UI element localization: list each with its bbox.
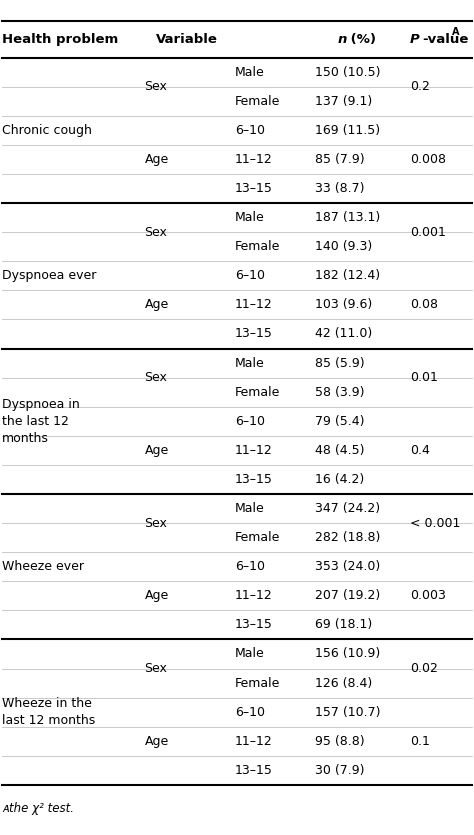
Text: 13–15: 13–15 <box>235 619 273 631</box>
Text: < 0.001: < 0.001 <box>410 517 460 529</box>
Text: -value: -value <box>422 33 468 46</box>
Text: Female: Female <box>235 94 280 108</box>
Text: 69 (18.1): 69 (18.1) <box>315 619 373 631</box>
Text: 95 (8.8): 95 (8.8) <box>315 735 365 748</box>
Text: 140 (9.3): 140 (9.3) <box>315 240 373 253</box>
Text: 11–12: 11–12 <box>235 735 273 748</box>
Text: Sex: Sex <box>145 517 167 529</box>
Text: 169 (11.5): 169 (11.5) <box>315 124 380 137</box>
Text: 0.008: 0.008 <box>410 153 446 166</box>
Text: 187 (13.1): 187 (13.1) <box>315 211 381 224</box>
Text: Male: Male <box>235 502 264 515</box>
Text: Female: Female <box>235 531 280 544</box>
Text: 42 (11.0): 42 (11.0) <box>315 327 373 341</box>
Text: n: n <box>337 33 347 46</box>
Text: Age: Age <box>145 444 169 457</box>
Text: 48 (4.5): 48 (4.5) <box>315 444 365 457</box>
Text: 0.01: 0.01 <box>410 371 438 384</box>
Text: 33 (8.7): 33 (8.7) <box>315 182 365 195</box>
Text: Sex: Sex <box>145 225 167 239</box>
Text: 16 (4.2): 16 (4.2) <box>315 473 365 486</box>
Text: 85 (5.9): 85 (5.9) <box>315 357 365 370</box>
Text: Age: Age <box>145 298 169 311</box>
Text: Sex: Sex <box>145 371 167 384</box>
Text: 85 (7.9): 85 (7.9) <box>315 153 365 166</box>
Text: 13–15: 13–15 <box>235 182 273 195</box>
Text: Dyspnoea ever: Dyspnoea ever <box>2 270 97 282</box>
Text: 0.08: 0.08 <box>410 298 438 311</box>
Text: 103 (9.6): 103 (9.6) <box>315 298 373 311</box>
Text: Dyspnoea in
the last 12
months: Dyspnoea in the last 12 months <box>2 397 80 445</box>
Text: 13–15: 13–15 <box>235 473 273 486</box>
Text: 79 (5.4): 79 (5.4) <box>315 415 365 428</box>
Text: 13–15: 13–15 <box>235 764 273 777</box>
Text: P: P <box>410 33 420 46</box>
Text: Male: Male <box>235 66 264 78</box>
Text: 58 (3.9): 58 (3.9) <box>315 386 365 398</box>
Text: 0.001: 0.001 <box>410 225 446 239</box>
Text: 207 (19.2): 207 (19.2) <box>315 590 381 602</box>
Text: Age: Age <box>145 735 169 748</box>
Text: Age: Age <box>145 590 169 602</box>
Text: 0.003: 0.003 <box>410 590 446 602</box>
Text: Female: Female <box>235 676 280 690</box>
Text: 0.1: 0.1 <box>410 735 430 748</box>
Text: A: A <box>452 27 459 37</box>
Text: Wheeze ever: Wheeze ever <box>2 560 84 573</box>
Text: 30 (7.9): 30 (7.9) <box>315 764 365 777</box>
Text: 13–15: 13–15 <box>235 327 273 341</box>
Text: 6–10: 6–10 <box>235 124 264 137</box>
Text: Female: Female <box>235 240 280 253</box>
Text: (%): (%) <box>346 33 376 46</box>
Text: Health problem: Health problem <box>2 33 118 46</box>
Text: 0.02: 0.02 <box>410 662 438 675</box>
Text: 0.2: 0.2 <box>410 80 430 94</box>
Text: 353 (24.0): 353 (24.0) <box>315 560 381 573</box>
Text: 11–12: 11–12 <box>235 153 273 166</box>
Text: 150 (10.5): 150 (10.5) <box>315 66 381 78</box>
Text: Variable: Variable <box>156 33 218 46</box>
Text: 11–12: 11–12 <box>235 298 273 311</box>
Text: 6–10: 6–10 <box>235 560 264 573</box>
Text: 126 (8.4): 126 (8.4) <box>315 676 373 690</box>
Text: 157 (10.7): 157 (10.7) <box>315 706 381 719</box>
Text: Wheeze in the
last 12 months: Wheeze in the last 12 months <box>2 697 96 727</box>
Text: 6–10: 6–10 <box>235 270 264 282</box>
Text: Male: Male <box>235 357 264 370</box>
Text: 6–10: 6–10 <box>235 415 264 428</box>
Text: Sex: Sex <box>145 80 167 94</box>
Text: 347 (24.2): 347 (24.2) <box>315 502 380 515</box>
Text: 0.4: 0.4 <box>410 444 430 457</box>
Text: 137 (9.1): 137 (9.1) <box>315 94 373 108</box>
Text: Chronic cough: Chronic cough <box>2 124 92 137</box>
Text: Sex: Sex <box>145 662 167 675</box>
Text: 11–12: 11–12 <box>235 444 273 457</box>
Text: 6–10: 6–10 <box>235 706 264 719</box>
Text: Age: Age <box>145 153 169 166</box>
Text: 11–12: 11–12 <box>235 590 273 602</box>
Text: Male: Male <box>235 647 264 660</box>
Text: ᴀthe χ² test.: ᴀthe χ² test. <box>2 802 74 815</box>
Text: Female: Female <box>235 386 280 398</box>
Text: Male: Male <box>235 211 264 224</box>
Text: 182 (12.4): 182 (12.4) <box>315 270 380 282</box>
Text: 156 (10.9): 156 (10.9) <box>315 647 381 660</box>
Text: 282 (18.8): 282 (18.8) <box>315 531 381 544</box>
